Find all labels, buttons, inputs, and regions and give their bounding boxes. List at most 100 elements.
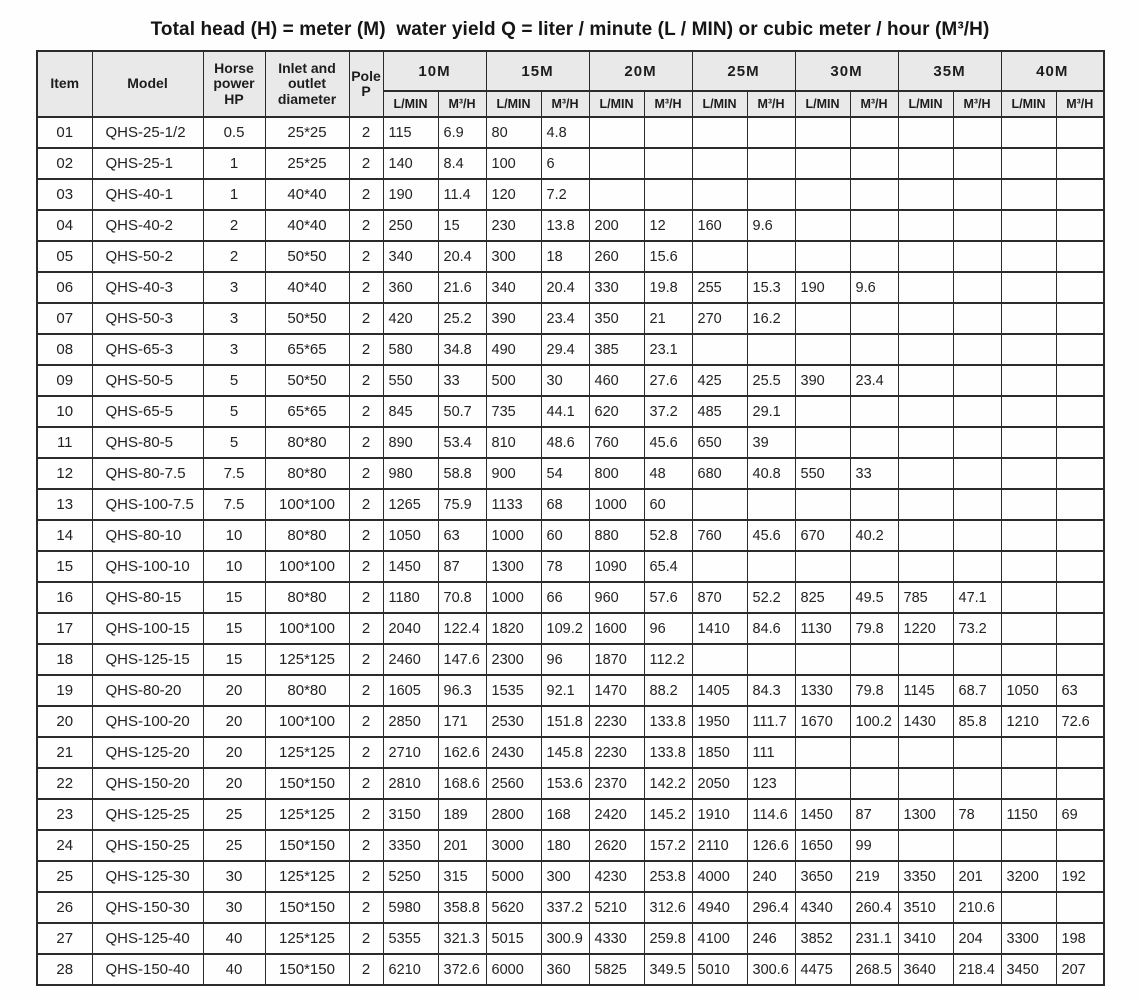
hp-cell: 3 xyxy=(202,271,266,304)
table-row: 23 QHS-125-25 25 125*125 2 3150 189 2800 168 2420… xyxy=(36,798,1105,831)
hp-cell: 15 xyxy=(202,643,266,676)
value-cell xyxy=(952,829,1002,862)
value-cell: 204 xyxy=(952,922,1002,955)
value-cell xyxy=(952,147,1002,180)
value-cell: 27.6 xyxy=(643,364,693,397)
value-cell xyxy=(952,426,1002,459)
pole-cell: 2 xyxy=(348,116,384,149)
value-cell: 25.2 xyxy=(437,302,487,335)
diameter-cell: 100*100 xyxy=(264,705,350,738)
value-cell xyxy=(643,147,693,180)
sub-col-lmin: L/MIN xyxy=(691,90,748,118)
value-cell: 620 xyxy=(588,395,645,428)
item-cell: 05 xyxy=(36,240,93,273)
value-cell xyxy=(1000,178,1057,211)
value-cell: 3650 xyxy=(794,860,851,893)
hp-cell: 3 xyxy=(202,302,266,335)
value-cell: 870 xyxy=(691,581,748,614)
value-cell: 72.6 xyxy=(1055,705,1105,738)
pole-cell: 2 xyxy=(348,581,384,614)
item-cell: 20 xyxy=(36,705,93,738)
value-cell: 88.2 xyxy=(643,674,693,707)
value-cell: 4230 xyxy=(588,860,645,893)
value-cell: 1050 xyxy=(382,519,439,552)
value-cell: 201 xyxy=(437,829,487,862)
value-cell xyxy=(952,519,1002,552)
value-cell xyxy=(588,147,645,180)
table-row: 13 QHS-100-7.5 7.5 100*100 2 1265 75.9 1133 68 10… xyxy=(36,488,1105,521)
value-cell: 1450 xyxy=(794,798,851,831)
value-cell xyxy=(1000,395,1057,428)
value-cell: 1220 xyxy=(897,612,954,645)
value-cell: 1180 xyxy=(382,581,439,614)
value-cell: 87 xyxy=(437,550,487,583)
value-cell xyxy=(691,240,748,273)
value-cell xyxy=(1000,302,1057,335)
value-cell xyxy=(952,395,1002,428)
pole-cell: 2 xyxy=(348,643,384,676)
value-cell: 20.4 xyxy=(540,271,590,304)
hp-cell: 7.5 xyxy=(202,488,266,521)
value-cell: 550 xyxy=(382,364,439,397)
pole-cell: 2 xyxy=(348,240,384,273)
table-row: 02 QHS-25-1 1 25*25 2 140 8.4 100 6 xyxy=(36,147,1105,180)
value-cell xyxy=(746,178,796,211)
value-cell: 2800 xyxy=(485,798,542,831)
value-cell: 9.6 xyxy=(849,271,899,304)
value-cell xyxy=(952,209,1002,242)
value-cell: 825 xyxy=(794,581,851,614)
value-cell: 11.4 xyxy=(437,178,487,211)
head-group-20m: 20M xyxy=(588,50,693,92)
item-cell: 09 xyxy=(36,364,93,397)
value-cell: 230 xyxy=(485,209,542,242)
diameter-cell: 125*125 xyxy=(264,860,350,893)
table-row: 12 QHS-80-7.5 7.5 80*80 2 980 58.8 900 54 800 48 68… xyxy=(36,457,1105,490)
value-cell: 3852 xyxy=(794,922,851,955)
value-cell: 3450 xyxy=(1000,953,1057,986)
value-cell: 218.4 xyxy=(952,953,1002,986)
value-cell: 23.1 xyxy=(643,333,693,366)
diameter-cell: 80*80 xyxy=(264,581,350,614)
diameter-cell: 125*125 xyxy=(264,736,350,769)
pole-cell: 2 xyxy=(348,860,384,893)
value-cell: 1910 xyxy=(691,798,748,831)
value-cell xyxy=(588,116,645,149)
value-cell xyxy=(897,209,954,242)
value-cell xyxy=(849,395,899,428)
hp-cell: 10 xyxy=(202,550,266,583)
value-cell xyxy=(1055,302,1105,335)
value-cell: 198 xyxy=(1055,922,1105,955)
value-cell: 99 xyxy=(849,829,899,862)
diameter-cell: 25*25 xyxy=(264,147,350,180)
value-cell: 68 xyxy=(540,488,590,521)
value-cell: 7.2 xyxy=(540,178,590,211)
value-cell xyxy=(1000,643,1057,676)
value-cell xyxy=(1055,147,1105,180)
value-cell: 1145 xyxy=(897,674,954,707)
value-cell: 1850 xyxy=(691,736,748,769)
value-cell xyxy=(794,736,851,769)
item-cell: 02 xyxy=(36,147,93,180)
hp-cell: 0.5 xyxy=(202,116,266,149)
value-cell: 650 xyxy=(691,426,748,459)
hp-cell: 5 xyxy=(202,395,266,428)
value-cell: 52.8 xyxy=(643,519,693,552)
value-cell xyxy=(691,333,748,366)
value-cell: 15 xyxy=(437,209,487,242)
value-cell xyxy=(952,271,1002,304)
value-cell: 112.2 xyxy=(643,643,693,676)
value-cell: 500 xyxy=(485,364,542,397)
value-cell: 12 xyxy=(643,209,693,242)
value-cell: 1210 xyxy=(1000,705,1057,738)
value-cell: 800 xyxy=(588,457,645,490)
value-cell: 23.4 xyxy=(849,364,899,397)
value-cell: 4100 xyxy=(691,922,748,955)
value-cell xyxy=(643,116,693,149)
value-cell: 133.8 xyxy=(643,705,693,738)
table-row: 20 QHS-100-20 20 100*100 2 2850 171 2530 151.8 22… xyxy=(36,705,1105,738)
value-cell: 78 xyxy=(540,550,590,583)
value-cell xyxy=(897,240,954,273)
value-cell xyxy=(794,178,851,211)
sub-col-lmin: L/MIN xyxy=(794,90,851,118)
hp-cell: 1 xyxy=(202,178,266,211)
